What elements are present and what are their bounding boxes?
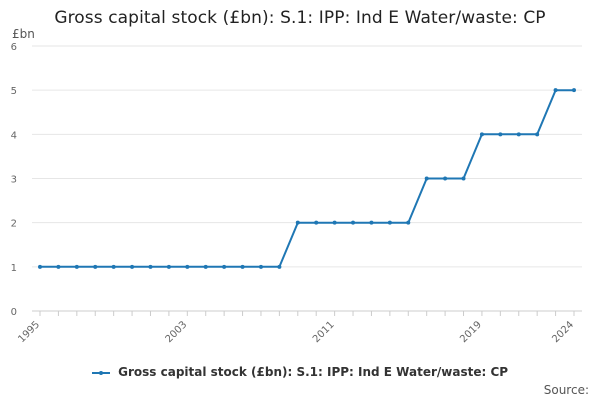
y-axis: 0 1 2 3 4 5 6£bn (11, 27, 35, 318)
data-point (166, 264, 171, 269)
y-tick-label: 0 (11, 307, 17, 318)
legend: Gross capital stock (£bn): S.1: IPP: Ind… (0, 365, 600, 379)
legend-label: Gross capital stock (£bn): S.1: IPP: Ind… (118, 365, 509, 379)
data-point (498, 132, 503, 137)
grid-lines (32, 45, 582, 312)
y-tick-label: 1 (11, 263, 17, 274)
data-point (332, 220, 337, 225)
data-point (74, 264, 79, 269)
chart-title: Gross capital stock (£bn): S.1: IPP: Ind… (54, 8, 546, 28)
data-point (424, 176, 429, 181)
data-point (295, 220, 300, 225)
y-tick-label: 6 (11, 42, 17, 53)
data-point (240, 264, 245, 269)
data-point (387, 220, 392, 225)
data-point (93, 264, 98, 269)
data-point (148, 264, 153, 269)
data-point (461, 176, 466, 181)
data-point (535, 132, 540, 137)
x-tick-label: 1995 (16, 319, 42, 345)
data-point (443, 176, 448, 181)
source-label: Source: (543, 383, 589, 397)
data-point (351, 220, 356, 225)
data-point (572, 88, 576, 93)
y-tick-label: 2 (11, 219, 17, 230)
data-point (277, 264, 282, 269)
data-point (222, 264, 227, 269)
y-tick-label: 5 (11, 86, 17, 97)
data-point (258, 264, 263, 269)
data-point (130, 264, 135, 269)
y-axis-label: £bn (12, 27, 35, 41)
x-tick-label: 2003 (164, 319, 190, 345)
data-point (553, 88, 558, 93)
legend-swatch (91, 368, 110, 378)
series-line (40, 89, 574, 268)
plot-area (38, 88, 576, 269)
x-axis: 1995 2003 2011 2019 2024 (16, 311, 576, 345)
data-point (56, 264, 61, 269)
x-tick-label: 2024 (550, 319, 576, 345)
data-point (516, 132, 521, 137)
data-point (185, 264, 190, 269)
data-point (203, 264, 208, 269)
y-tick-label: 3 (11, 175, 17, 186)
data-point (369, 220, 374, 225)
data-point (111, 264, 116, 269)
data-point (479, 132, 484, 137)
x-tick-label: 2019 (458, 319, 484, 345)
x-tick-label: 2011 (311, 319, 337, 345)
data-point (406, 220, 411, 225)
data-point (314, 220, 319, 225)
data-point (38, 264, 42, 269)
y-tick-label: 4 (11, 130, 17, 141)
